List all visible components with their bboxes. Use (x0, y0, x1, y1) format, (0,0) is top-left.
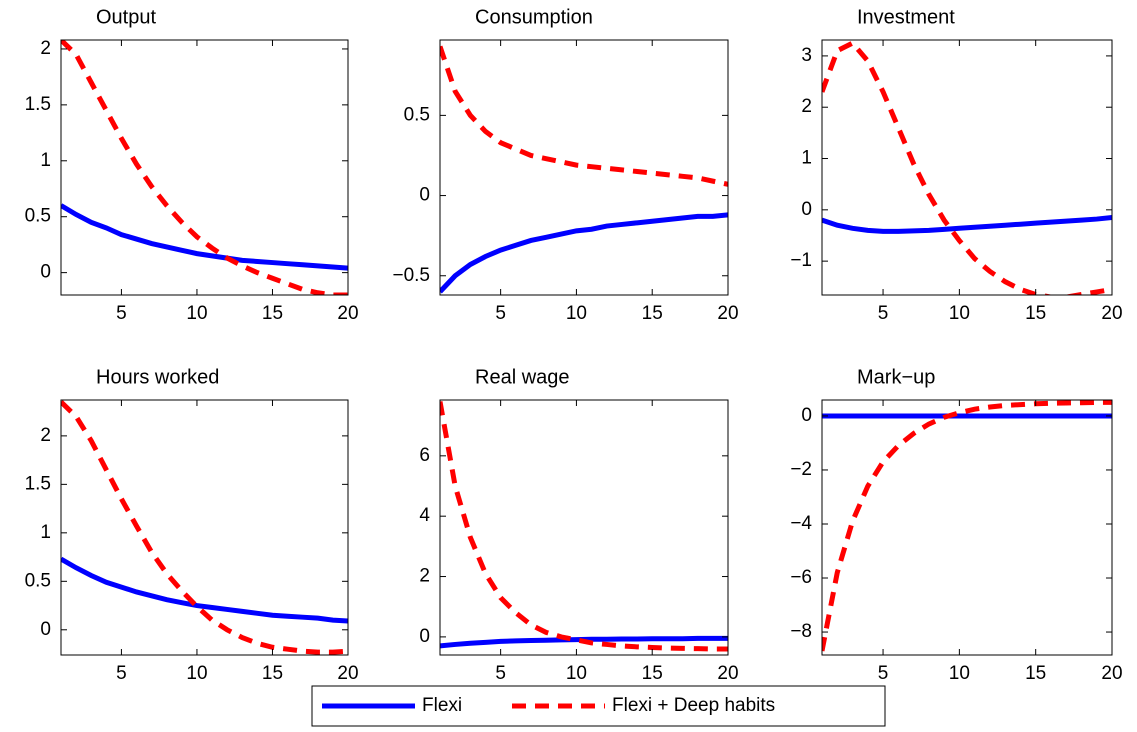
x-tick-label: 5 (495, 303, 506, 324)
panel-title: Investment (857, 6, 955, 28)
y-tick-label: 0 (419, 185, 430, 206)
y-tick-label: 2 (40, 38, 51, 59)
plot-area (822, 400, 1112, 652)
y-tick-label: 2 (40, 425, 51, 446)
panel-title: Mark−up (857, 366, 935, 388)
series-line (822, 400, 1112, 652)
series-line (61, 40, 348, 295)
x-tick-label: 5 (495, 663, 506, 684)
y-tick-label: 2 (801, 96, 812, 117)
x-tick-label: 20 (717, 303, 738, 324)
series-line (61, 203, 348, 271)
plot-area (440, 401, 728, 652)
plot-area (61, 40, 348, 295)
y-tick-label: 1.5 (25, 473, 51, 494)
series-line (61, 400, 348, 655)
x-tick-label: 5 (878, 303, 889, 324)
x-tick-label: 5 (116, 663, 127, 684)
x-tick-label: 20 (1101, 663, 1122, 684)
y-tick-label: 0.5 (404, 104, 430, 125)
y-tick-label: 0 (419, 626, 430, 647)
x-tick-label: 10 (566, 663, 587, 684)
series-line (440, 401, 728, 652)
y-tick-label: 4 (419, 505, 430, 526)
x-tick-label: 15 (642, 663, 663, 684)
panel-title: Real wage (475, 366, 570, 388)
series-line (822, 215, 1112, 234)
axes-box (60, 39, 349, 296)
x-tick-label: 5 (116, 303, 127, 324)
y-tick-label: 0 (40, 619, 51, 640)
x-tick-label: 10 (566, 303, 587, 324)
y-tick-label: −2 (790, 459, 812, 480)
y-tick-label: 0 (801, 199, 812, 220)
series-line (440, 45, 728, 187)
x-tick-label: 10 (949, 663, 970, 684)
plot-area (822, 40, 1112, 295)
x-tick-label: 20 (337, 303, 358, 324)
y-tick-label: 3 (801, 45, 812, 66)
y-tick-label: −4 (790, 513, 812, 534)
legend-label: Flexi (422, 695, 462, 716)
axes-box (60, 399, 349, 656)
x-tick-label: 10 (186, 303, 207, 324)
y-tick-label: 0.5 (25, 570, 51, 591)
axes-box (821, 399, 1113, 656)
x-tick-label: 15 (1025, 303, 1046, 324)
x-tick-label: 15 (642, 303, 663, 324)
x-tick-label: 15 (1025, 663, 1046, 684)
legend-label: Flexi + Deep habits (612, 695, 775, 716)
panel-title: Consumption (475, 6, 593, 28)
y-tick-label: −1 (790, 250, 812, 271)
y-tick-label: 2 (419, 566, 430, 587)
panel-title: Hours worked (96, 366, 219, 388)
panel-title: Output (96, 6, 156, 28)
y-tick-label: 0 (801, 405, 812, 426)
x-tick-label: 20 (1101, 303, 1122, 324)
y-tick-label: 1 (801, 148, 812, 169)
y-tick-label: 0 (40, 262, 51, 283)
x-tick-label: 10 (186, 663, 207, 684)
x-tick-label: 5 (878, 663, 889, 684)
series-line (61, 556, 348, 624)
x-tick-label: 15 (262, 303, 283, 324)
plot-area (440, 45, 728, 294)
y-tick-label: 1 (40, 522, 51, 543)
plot-area (61, 400, 348, 655)
y-tick-label: −6 (790, 567, 812, 588)
y-tick-label: −8 (790, 621, 812, 642)
series-line (440, 212, 728, 294)
x-tick-label: 10 (949, 303, 970, 324)
y-tick-label: 1 (40, 150, 51, 171)
x-tick-label: 20 (717, 663, 738, 684)
axes-box (821, 39, 1113, 296)
y-tick-label: 1.5 (25, 94, 51, 115)
y-tick-label: −0.5 (392, 265, 430, 286)
x-tick-label: 20 (337, 663, 358, 684)
x-tick-label: 15 (262, 663, 283, 684)
series-line (822, 40, 1112, 295)
axes-box (439, 39, 729, 296)
axes-box (439, 399, 729, 656)
y-tick-label: 6 (419, 445, 430, 466)
y-tick-label: 0.5 (25, 206, 51, 227)
